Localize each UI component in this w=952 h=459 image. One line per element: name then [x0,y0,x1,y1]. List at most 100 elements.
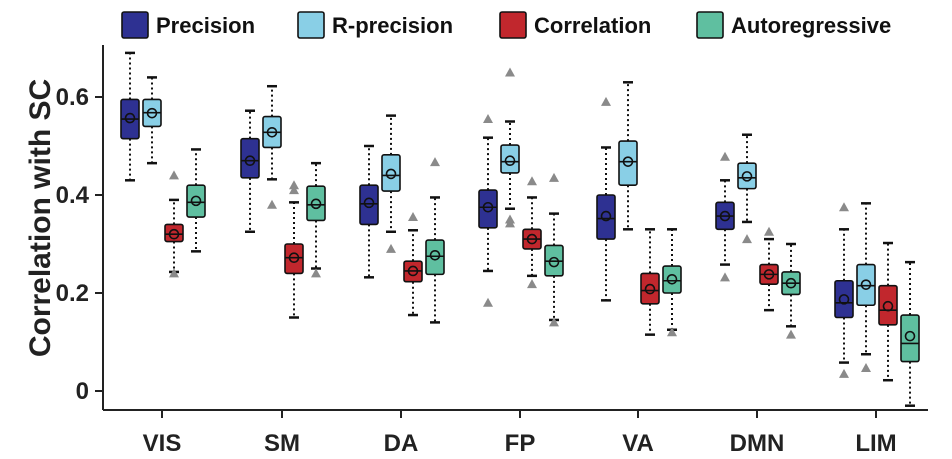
legend-label: Autoregressive [731,13,891,38]
mean-marker [504,155,516,166]
box-iqr [306,185,326,222]
outlier-marker [311,268,321,278]
category-label: VA [622,430,654,457]
category-label: SM [264,430,300,457]
box-r-precision-va [618,81,638,231]
box-iqr [596,194,616,240]
outlier-marker [720,272,730,282]
box-autoregressive-da [425,157,445,324]
mean-marker [288,252,300,264]
box-r-precision-fp [500,67,520,228]
outlier-marker [667,327,677,337]
box-correlation-fp [522,176,542,289]
outlier-marker [527,279,537,289]
mean-marker [146,107,158,119]
outlier-marker [169,268,179,278]
legend-swatch [297,11,325,39]
mean-marker [266,126,278,138]
box-correlation-sm [284,180,304,319]
category-label: LIM [855,430,896,457]
box-autoregressive-lim [900,260,920,407]
mean-marker [838,294,850,305]
box-iqr [381,154,401,192]
category-label: DA [384,430,419,457]
mean-marker [429,249,441,261]
legend-swatch [499,11,527,39]
box-iqr [186,184,206,218]
legend: Precision R-precision Correlation Autoregre… [121,11,891,39]
mean-marker [548,256,560,268]
mean-marker [600,210,612,222]
box-correlation-lim [878,241,898,382]
outlier-marker [720,151,730,161]
outlier-marker [505,218,515,228]
mean-marker [644,283,656,295]
outlier-marker [742,234,752,244]
category-label: DMN [730,430,785,457]
box-autoregressive-vis [186,148,206,253]
legend-label: Precision [156,13,255,38]
outlier-marker [861,362,871,372]
outlier-marker [386,243,396,253]
outlier-marker [267,199,277,209]
mean-marker [407,265,419,277]
y-tick-label: 0.6 [56,84,89,111]
box-precision-va [596,96,616,302]
outlier-marker [764,226,774,236]
box-iqr [478,189,498,229]
box-precision-lim [834,202,854,378]
mean-marker [666,273,678,285]
outlier-marker [839,202,849,212]
box-correlation-vis [164,170,184,278]
box-r-precision-lim [856,202,876,372]
box-precision-dmn [715,151,735,282]
x-axis: VIS SM DA FP VA DMN LIM [103,409,928,457]
box-r-precision-dmn [737,133,757,244]
box-iqr [662,265,682,294]
mean-marker [363,197,375,209]
y-axis: 0 0.2 0.4 0.6 [56,45,104,410]
mean-marker [124,112,136,124]
box-iqr [878,284,898,326]
outlier-marker [527,176,537,186]
mean-marker [190,195,202,207]
mean-marker [741,171,753,182]
outlier-marker [430,157,440,167]
mean-marker [763,269,775,280]
box-iqr [164,223,184,243]
box-r-precision-da [381,114,401,253]
y-tick-label: 0.4 [56,182,90,209]
box-autoregressive-va [662,228,682,337]
outlier-marker [601,96,611,106]
outlier-marker [505,67,515,77]
box-iqr [425,239,445,276]
category-label: FP [505,430,536,457]
box-autoregressive-dmn [781,242,801,339]
mean-marker [385,168,397,180]
box-iqr [284,243,304,275]
outlier-marker [408,212,418,222]
box-iqr [359,184,379,226]
box-iqr [618,140,638,187]
mean-marker [244,155,256,166]
box-correlation-dmn [759,226,779,312]
plot-area [120,51,920,407]
mean-marker [622,156,634,167]
mean-marker [882,300,894,312]
legend-swatch [696,11,724,39]
outlier-marker [839,368,849,378]
box-iqr [640,272,660,305]
box-correlation-da [403,212,423,317]
box-precision-sm [240,109,260,233]
outlier-marker [169,170,179,180]
mean-marker [482,201,494,213]
mean-marker [719,210,731,222]
legend-label: Correlation [534,13,651,38]
y-axis-label: Correlation with SC [24,79,57,357]
box-precision-vis [120,51,140,182]
mean-marker [785,277,797,289]
outlier-marker [549,172,559,182]
mean-marker [860,279,872,290]
box-precision-fp [478,114,498,307]
